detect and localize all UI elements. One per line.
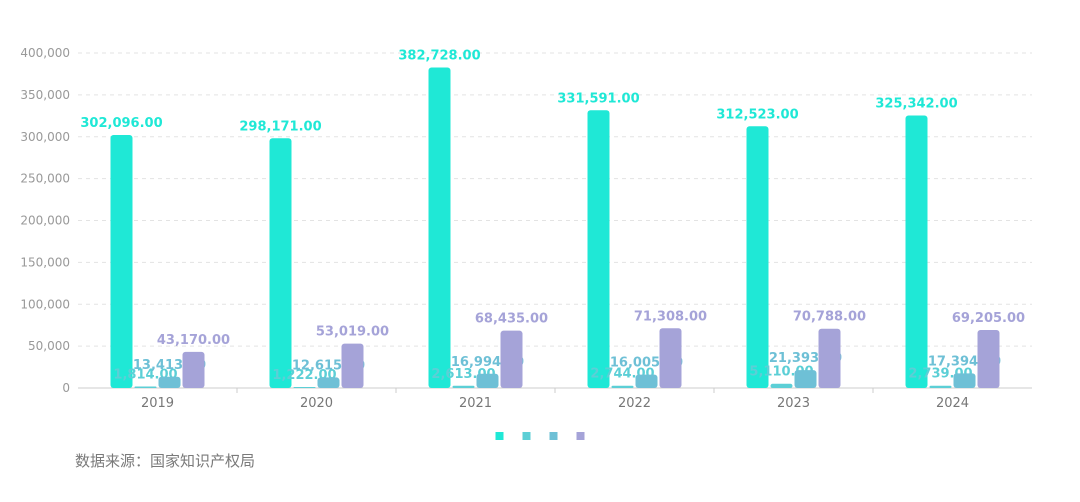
- bar: [953, 373, 976, 388]
- bar: [770, 383, 793, 388]
- bar: [269, 138, 292, 388]
- data-label: 302,096.00: [80, 116, 162, 131]
- bar: [929, 385, 952, 388]
- bar: [341, 343, 364, 388]
- bar: [794, 370, 817, 388]
- y-tick-label: 400,000: [20, 46, 70, 60]
- data-label: 70,788.00: [793, 310, 866, 325]
- bar: [476, 373, 499, 388]
- bar: [110, 134, 133, 388]
- x-tick-label: 2022: [618, 396, 651, 411]
- y-tick-label: 150,000: [20, 255, 70, 269]
- bar: [611, 385, 634, 388]
- y-tick-label: 50,000: [28, 339, 70, 353]
- x-tick-label: 2021: [459, 396, 492, 411]
- x-tick-label: 2024: [936, 396, 969, 411]
- data-label: 43,170.00: [157, 333, 230, 348]
- y-tick-label: 200,000: [20, 214, 70, 228]
- data-label: 298,171.00: [239, 119, 321, 134]
- x-tick-label: 2023: [777, 396, 810, 411]
- bar: [182, 351, 205, 388]
- bar: [635, 374, 658, 388]
- bar: [158, 376, 181, 388]
- bar: [428, 67, 451, 388]
- data-label: 69,205.00: [952, 311, 1025, 326]
- bar: [746, 126, 769, 388]
- data-label: 53,019.00: [316, 325, 389, 340]
- bar: [317, 377, 340, 388]
- bar: [587, 110, 610, 388]
- y-tick-label: 250,000: [20, 172, 70, 186]
- y-tick-label: 350,000: [20, 88, 70, 102]
- legend-marker[interactable]: [576, 432, 585, 440]
- legend-marker[interactable]: [549, 432, 558, 440]
- bar: [452, 385, 475, 388]
- data-label: 71,308.00: [634, 309, 707, 324]
- data-label: 382,728.00: [398, 48, 480, 63]
- y-tick-label: 300,000: [20, 130, 70, 144]
- bar: [500, 330, 523, 388]
- legend-marker[interactable]: [522, 432, 531, 440]
- y-tick-label: 100,000: [20, 297, 70, 311]
- y-tick-label: 0: [62, 381, 70, 395]
- data-label: 312,523.00: [716, 107, 798, 122]
- bar: [659, 328, 682, 388]
- data-label: 325,342.00: [875, 97, 957, 112]
- data-label: 331,591.00: [557, 91, 639, 106]
- bar: [293, 386, 316, 388]
- bar: [134, 386, 157, 388]
- x-tick-label: 2020: [300, 396, 333, 411]
- data-label: 68,435.00: [475, 312, 548, 327]
- legend-marker[interactable]: [495, 432, 504, 440]
- bar: [977, 330, 1000, 388]
- bar: [818, 328, 841, 388]
- x-tick-label: 2019: [141, 396, 174, 411]
- source-note: 数据来源：国家知识产权局: [75, 452, 256, 470]
- bar: [905, 115, 928, 389]
